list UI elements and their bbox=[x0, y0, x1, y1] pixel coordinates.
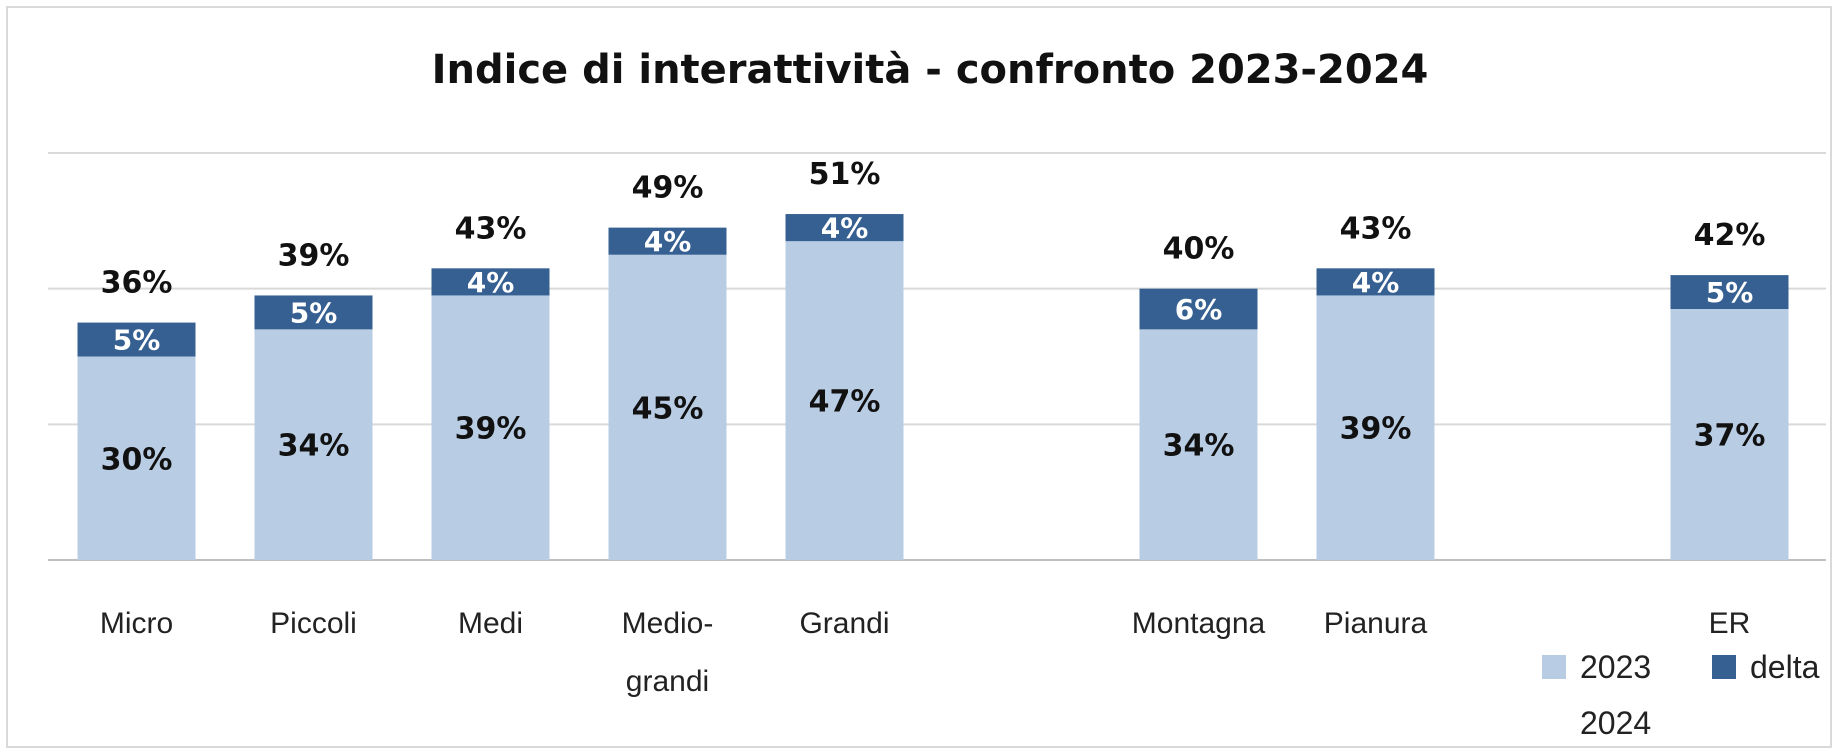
category-label: Grandi bbox=[799, 607, 889, 640]
data-label-2023: 34% bbox=[278, 429, 350, 464]
category-label: grandi bbox=[626, 665, 709, 698]
category-label: Medio- bbox=[622, 607, 714, 640]
bars bbox=[77, 214, 1789, 560]
data-label-delta: 5% bbox=[113, 324, 161, 357]
legend-label: delta bbox=[1750, 649, 1820, 685]
data-label-total: 43% bbox=[455, 211, 527, 246]
data-label-total: 51% bbox=[809, 157, 881, 192]
bar-delta bbox=[1139, 288, 1258, 330]
category-label: Medi bbox=[458, 607, 523, 640]
bar-2023 bbox=[431, 295, 550, 560]
legend-label: 2023 bbox=[1580, 649, 1651, 685]
category-label: Piccoli bbox=[270, 607, 357, 640]
bar-2023 bbox=[254, 329, 373, 560]
category-label: ER bbox=[1709, 607, 1751, 640]
bar-delta bbox=[1316, 268, 1435, 296]
data-label-total: 42% bbox=[1694, 218, 1766, 253]
data-label-2023: 37% bbox=[1694, 419, 1766, 454]
data-label-delta: 4% bbox=[821, 212, 869, 245]
data-label-delta: 4% bbox=[644, 225, 692, 258]
data-label-total: 40% bbox=[1163, 232, 1235, 267]
bar-2023 bbox=[608, 254, 727, 560]
bar-delta bbox=[608, 227, 727, 255]
bar-2023 bbox=[785, 241, 904, 560]
data-label-2023: 47% bbox=[809, 385, 881, 420]
data-label-2023: 34% bbox=[1163, 429, 1235, 464]
data-label-total: 36% bbox=[101, 266, 173, 301]
data-label-total: 43% bbox=[1340, 211, 1412, 246]
bar-delta bbox=[77, 322, 196, 357]
data-label-2023: 45% bbox=[632, 391, 704, 426]
legend-label: 2024 bbox=[1580, 705, 1651, 741]
bar-delta bbox=[254, 295, 373, 330]
data-labels: 30% 5% 36% 34% 5% 39% 39% 4% 43% 45% 4% 49% 47% 4% 51%… bbox=[101, 157, 1766, 477]
data-label-total: 49% bbox=[632, 171, 704, 206]
legend-swatch bbox=[1542, 655, 1566, 679]
data-label-2023: 39% bbox=[1340, 412, 1412, 447]
bar-2023 bbox=[1139, 329, 1258, 560]
data-label-delta: 4% bbox=[1352, 266, 1400, 299]
data-label-delta: 4% bbox=[467, 266, 515, 299]
legend: 2023 2024 delta bbox=[1542, 649, 1820, 741]
bar-delta bbox=[431, 268, 550, 296]
category-label: Montagna bbox=[1132, 607, 1266, 640]
category-labels: Micro Piccoli Medi Medio-grandi Grandi Montag… bbox=[100, 607, 1751, 698]
data-label-delta: 5% bbox=[290, 296, 338, 329]
data-label-delta: 5% bbox=[1706, 276, 1754, 309]
data-label-delta: 6% bbox=[1175, 293, 1223, 326]
data-label-total: 39% bbox=[278, 238, 350, 273]
bar-delta bbox=[1670, 275, 1789, 310]
bar-2023 bbox=[1670, 309, 1789, 560]
legend-swatch bbox=[1712, 655, 1736, 679]
data-label-2023: 39% bbox=[455, 412, 527, 447]
bar-delta bbox=[785, 214, 904, 242]
bar-2023 bbox=[77, 356, 196, 560]
category-label: Micro bbox=[100, 607, 173, 640]
data-label-2023: 30% bbox=[101, 442, 173, 477]
bar-2023 bbox=[1316, 295, 1435, 560]
category-label: Pianura bbox=[1324, 607, 1428, 640]
chart-title: Indice di interattività - confronto 2023… bbox=[432, 47, 1429, 93]
